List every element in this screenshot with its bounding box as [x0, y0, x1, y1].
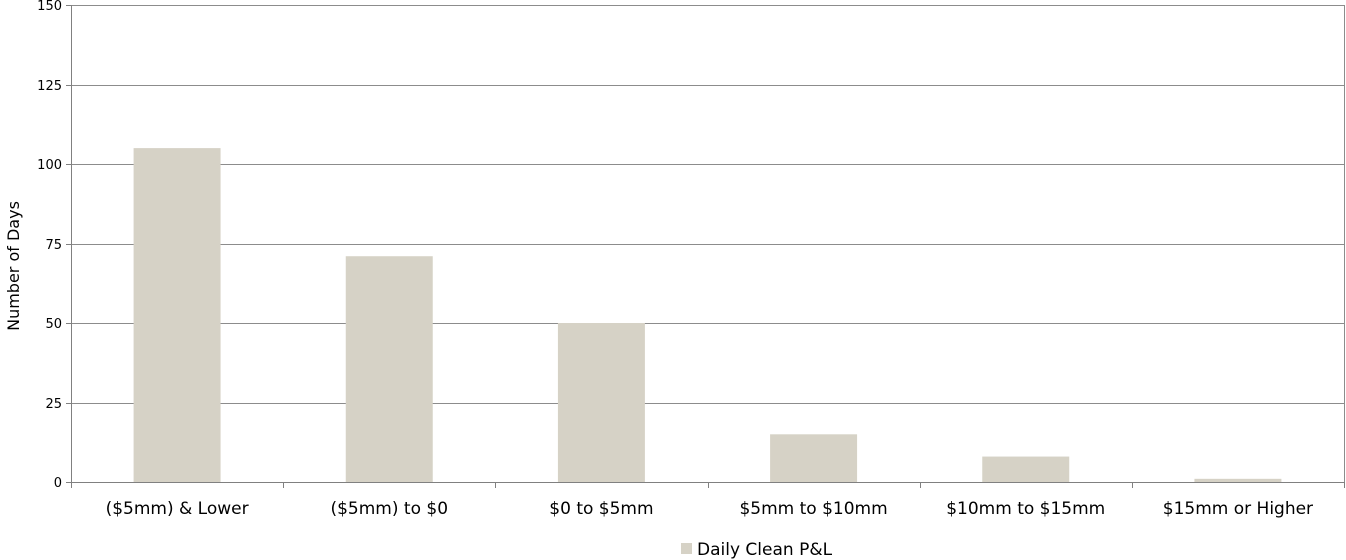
y-tick-labels: 0 25 50 75 100 125 150 [37, 0, 62, 491]
y-tick-label: 75 [45, 238, 62, 253]
y-tick-label: 125 [37, 79, 62, 94]
bars [133, 148, 1282, 482]
legend-label: Daily Clean P&L [697, 540, 833, 560]
legend-swatch [681, 543, 692, 554]
x-tick-label: $15mm or Higher [1163, 499, 1313, 519]
legend: Daily Clean P&L [681, 540, 833, 560]
x-tick-label: ($5mm) & Lower [106, 499, 249, 519]
bar [982, 456, 1070, 482]
x-tick-labels: ($5mm) & Lower ($5mm) to $0 $0 to $5mm $5mm… [106, 499, 1313, 519]
y-tick-label: 25 [45, 397, 62, 412]
x-tick-label: $10mm to $15mm [946, 499, 1105, 519]
x-tick-label: $0 to $5mm [549, 499, 653, 519]
bar [345, 256, 433, 482]
y-tick-label: 100 [37, 158, 62, 173]
y-tick-label: 150 [37, 0, 62, 14]
axes [66, 5, 1345, 488]
y-axis-title: Number of Days [4, 201, 23, 331]
gridlines [71, 5, 1344, 404]
x-tick-label: $5mm to $10mm [739, 499, 887, 519]
y-tick-label: 0 [54, 476, 62, 491]
bar [770, 434, 858, 482]
bar [557, 323, 645, 482]
x-tick-label: ($5mm) to $0 [330, 499, 448, 519]
bar [1194, 478, 1282, 482]
y-tick-label: 50 [45, 317, 62, 332]
bar [133, 148, 221, 482]
